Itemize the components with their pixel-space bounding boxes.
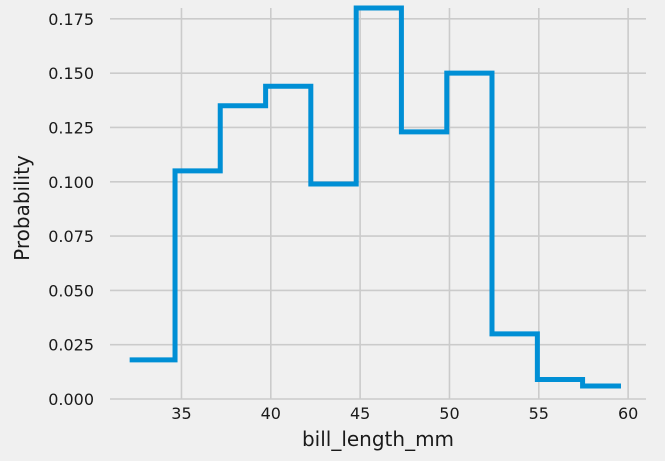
histogram-bin (175, 171, 220, 399)
x-tick-label: 55 (529, 404, 549, 423)
histogram-bin (266, 86, 311, 399)
histogram-step-line (129, 5, 621, 389)
y-tick-label: 0.075 (48, 227, 94, 246)
histogram-bin (401, 132, 446, 399)
y-axis-label: Probability (10, 155, 34, 261)
x-tick-label: 45 (350, 404, 370, 423)
histogram-bin (311, 184, 356, 399)
y-tick-label: 0.000 (48, 390, 94, 409)
y-tick-label: 0.150 (48, 64, 94, 83)
y-tick-label: 0.025 (48, 336, 94, 355)
x-tick-label: 60 (618, 404, 638, 423)
histogram-bin (220, 106, 265, 399)
histogram-bin (492, 334, 537, 399)
x-tick-label: 40 (261, 404, 281, 423)
histogram-bin (130, 360, 175, 399)
y-tick-label: 0.175 (48, 10, 94, 29)
x-tick-label: 35 (171, 404, 191, 423)
x-tick-label: 50 (439, 404, 459, 423)
histogram-bin (356, 8, 401, 399)
x-axis-label: bill_length_mm (302, 427, 454, 451)
y-tick-label: 0.125 (48, 118, 94, 137)
histogram-bin (583, 386, 621, 399)
histogram-bin (537, 379, 582, 399)
histogram-bin (447, 73, 492, 399)
x-tick-labels: 35 40 45 50 55 60 (171, 404, 638, 423)
y-tick-label: 0.050 (48, 281, 94, 300)
y-tick-label: 0.100 (48, 173, 94, 192)
series-group (129, 5, 621, 399)
y-tick-labels: 0.000 0.025 0.050 0.075 0.100 0.125 0.150 0.175 (48, 10, 94, 409)
